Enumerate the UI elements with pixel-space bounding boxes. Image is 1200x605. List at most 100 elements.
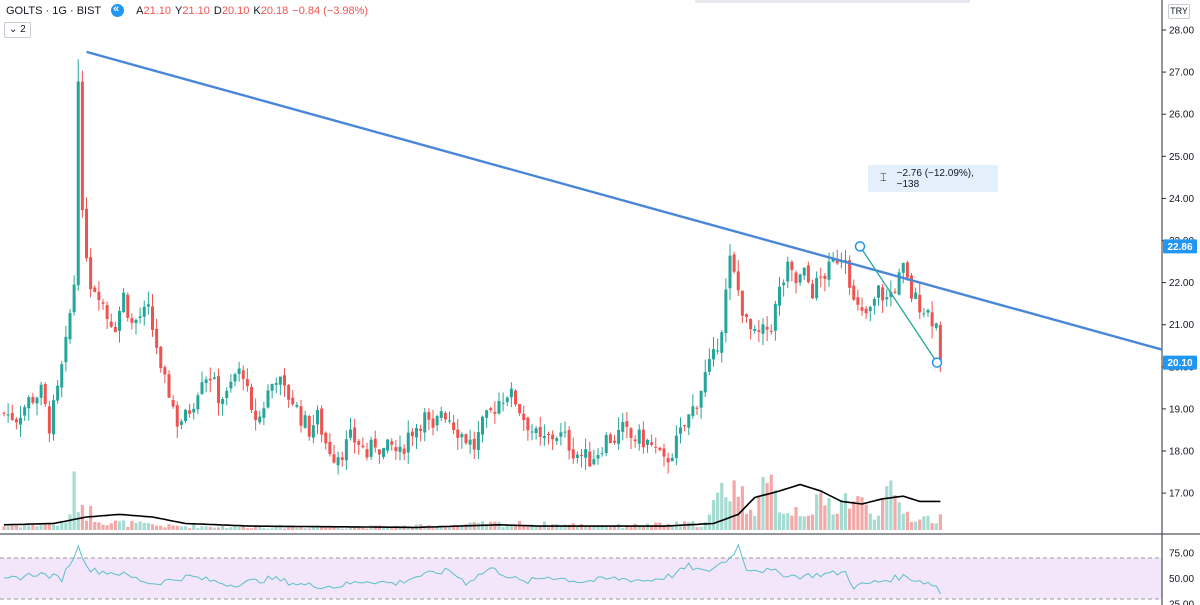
candle-body <box>80 81 84 211</box>
volume-bar <box>777 512 782 530</box>
price-axis[interactable]: 28.0027.0026.0025.0024.0023.0022.0021.00… <box>1162 26 1194 500</box>
candle-body <box>695 407 699 409</box>
measure-end-handle[interactable] <box>931 357 943 368</box>
candle-body <box>617 429 621 444</box>
candle-body <box>19 417 22 425</box>
measure-icon: ⌶ <box>880 172 887 184</box>
candle <box>629 427 633 449</box>
candle-body <box>716 350 720 352</box>
candle <box>662 443 666 467</box>
candle-body <box>922 313 926 315</box>
volume-bar <box>262 527 266 530</box>
volume-bar <box>431 528 435 530</box>
candle <box>596 448 600 465</box>
volume-bar <box>563 524 567 530</box>
volume-bar <box>155 525 159 530</box>
candle-body <box>402 448 406 454</box>
candle-body <box>910 275 913 299</box>
measure-start-handle[interactable] <box>854 241 866 252</box>
volume-bar <box>216 527 221 530</box>
candle-body <box>497 401 501 414</box>
open-label: A <box>136 4 144 17</box>
rsi-tick-label: 50.00 <box>1169 574 1194 585</box>
rewind-icon[interactable] <box>111 3 125 17</box>
volume-bar <box>258 526 262 530</box>
candle <box>621 413 625 441</box>
currency-button[interactable]: TRY <box>1168 4 1190 19</box>
candle-body <box>769 330 773 332</box>
rsi-tick-label: 75.00 <box>1169 548 1194 559</box>
candle <box>654 437 658 454</box>
candle <box>811 279 814 300</box>
candle-body <box>448 420 451 422</box>
candle-body <box>501 402 505 404</box>
candle-body <box>237 368 241 375</box>
volume-bar <box>299 527 303 530</box>
volume-bar <box>881 498 885 530</box>
candle <box>736 260 740 297</box>
candle-body <box>728 255 732 289</box>
candle <box>493 401 497 424</box>
candle <box>142 300 146 326</box>
candle-body <box>472 438 476 450</box>
candle-body <box>608 434 612 443</box>
candle <box>435 414 439 432</box>
open-value: 21.10 <box>143 4 172 17</box>
volume-bar <box>641 527 645 530</box>
volume-bar <box>150 524 155 530</box>
candle <box>761 318 765 346</box>
volume-bar <box>711 499 716 530</box>
candle-body <box>757 330 761 332</box>
candle-body <box>559 432 563 437</box>
indicators-toggle-button[interactable]: ⌄ 2 <box>4 22 31 38</box>
candle-body <box>386 439 390 451</box>
candle-body <box>229 381 233 389</box>
volume-bar <box>386 526 390 530</box>
candle-body <box>592 459 596 465</box>
volume-bar <box>922 516 926 530</box>
candle <box>431 409 435 436</box>
candle-body <box>76 81 80 286</box>
candle-body <box>406 432 410 453</box>
candle <box>423 408 427 442</box>
candle <box>72 275 76 316</box>
volume-bar <box>596 526 600 530</box>
candle <box>179 419 183 430</box>
candle-body <box>629 428 633 438</box>
candle <box>258 410 262 425</box>
price-label-upper: 22.86 <box>1163 239 1197 254</box>
candle-body <box>637 429 641 444</box>
candle <box>287 384 291 408</box>
candle-body <box>802 267 806 276</box>
measure-line[interactable] <box>859 246 938 363</box>
candle-body <box>625 421 629 427</box>
candle <box>443 410 447 423</box>
volume-bar <box>839 499 843 530</box>
volume-bar <box>526 526 530 530</box>
candle-body <box>794 272 798 283</box>
candle-body <box>85 208 88 259</box>
candle-body <box>460 434 464 438</box>
candle-body <box>881 287 885 301</box>
volume-bar <box>64 522 68 530</box>
candle <box>361 437 365 449</box>
candle-body <box>703 372 707 393</box>
candle-body <box>509 388 513 398</box>
candle-body <box>443 412 447 420</box>
volume-bar <box>361 527 365 530</box>
symbol-name[interactable]: GOLTS · 1G · BIST <box>6 4 102 17</box>
candles[interactable] <box>2 59 942 475</box>
volume-bar <box>56 525 60 530</box>
candle-body <box>134 319 138 324</box>
volume-bar <box>105 525 109 530</box>
volume-bar <box>876 515 881 530</box>
candle <box>835 249 839 265</box>
main-pane[interactable] <box>0 0 1162 533</box>
candle-body <box>64 336 68 363</box>
trendline[interactable] <box>86 50 1163 351</box>
candle <box>559 423 563 446</box>
rsi-axis[interactable]: 75.00 50.00 25.00 <box>1169 548 1194 605</box>
candle-body <box>456 429 460 438</box>
volume-bar <box>225 527 229 530</box>
